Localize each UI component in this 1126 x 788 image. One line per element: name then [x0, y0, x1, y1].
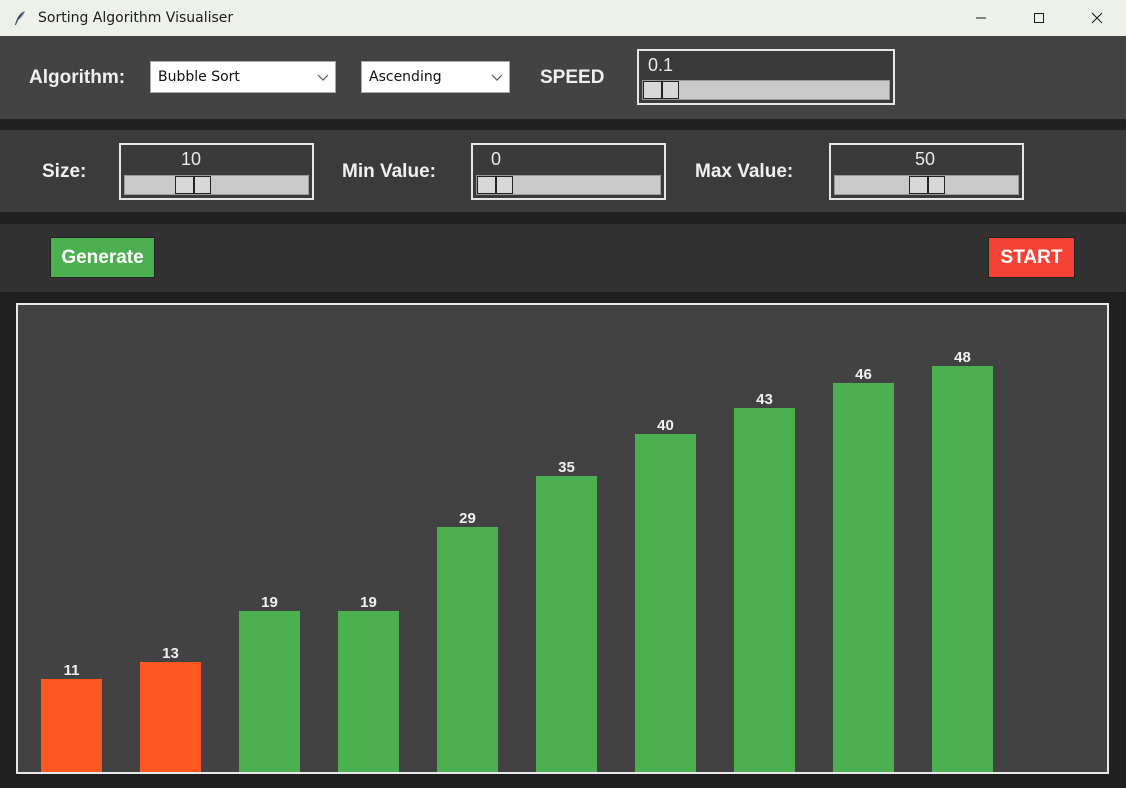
algorithm-label: Algorithm: [29, 67, 126, 88]
size-value: 10 [181, 149, 202, 169]
bar-value-label: 35 [558, 459, 575, 476]
max-value-value: 50 [915, 149, 936, 169]
bar [635, 434, 696, 772]
bar [833, 383, 894, 772]
order-select[interactable]: Ascending [361, 61, 510, 93]
max-value-slider[interactable]: 50 [829, 143, 1024, 200]
algorithm-select[interactable]: Bubble Sort [150, 61, 336, 93]
action-frame [0, 224, 1126, 292]
size-slider-handle[interactable] [175, 176, 211, 194]
bar [437, 527, 498, 772]
max-value-slider-trough[interactable] [834, 175, 1019, 195]
bar-value-label: 40 [657, 417, 674, 434]
minimize-icon [976, 17, 986, 19]
minimize-button[interactable] [952, 0, 1010, 36]
bar [140, 662, 201, 772]
bar [239, 611, 300, 772]
min-value-slider-trough[interactable] [476, 175, 661, 195]
min-value-value: 0 [491, 149, 502, 169]
speed-slider-trough[interactable] [642, 80, 890, 100]
speed-slider[interactable]: 0.1 [637, 49, 895, 105]
size-slider[interactable]: 10 [119, 143, 314, 200]
bar [536, 476, 597, 772]
bar [41, 679, 102, 772]
speed-slider-handle[interactable] [643, 81, 679, 99]
visualisation-canvas: 11 13 19 19 29 35 40 43 46 48 [16, 303, 1109, 774]
chevron-down-icon [317, 74, 329, 81]
maximize-button[interactable] [1010, 0, 1068, 36]
title-bar: Sorting Algorithm Visualiser [0, 0, 1126, 36]
max-value-slider-handle[interactable] [909, 176, 945, 194]
size-slider-trough[interactable] [124, 175, 309, 195]
speed-label: SPEED [540, 67, 605, 88]
bar-value-label: 29 [459, 510, 476, 527]
chevron-down-icon [491, 74, 503, 81]
bar-chart: 11 13 19 19 29 35 40 43 46 48 [41, 349, 993, 772]
max-value-label: Max Value: [695, 161, 794, 182]
bar-value-label: 43 [756, 391, 773, 408]
maximize-icon [1034, 13, 1044, 23]
close-button[interactable] [1068, 0, 1126, 36]
bar-value-label: 19 [360, 594, 377, 611]
order-select-value: Ascending [369, 69, 442, 85]
algorithm-select-value: Bubble Sort [158, 69, 240, 85]
window-title: Sorting Algorithm Visualiser [38, 10, 234, 26]
bar [338, 611, 399, 772]
bar-value-label: 46 [855, 366, 872, 383]
bar [932, 366, 993, 772]
size-label: Size: [42, 161, 87, 182]
bar-value-label: 11 [64, 662, 80, 679]
bar [734, 408, 795, 772]
bar-value-label: 19 [261, 594, 278, 611]
start-button[interactable]: START [988, 237, 1075, 278]
min-value-slider[interactable]: 0 [471, 143, 666, 200]
close-icon [1091, 12, 1103, 24]
min-value-label: Min Value: [342, 161, 436, 182]
bar-value-label: 13 [162, 645, 179, 662]
speed-value: 0.1 [648, 55, 674, 75]
bar-value-label: 48 [954, 349, 971, 366]
generate-button[interactable]: Generate [50, 237, 155, 278]
min-value-slider-handle[interactable] [477, 176, 513, 194]
feather-icon [15, 11, 25, 25]
